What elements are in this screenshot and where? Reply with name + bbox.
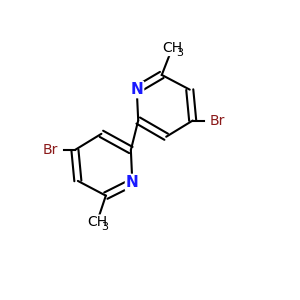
Text: Br: Br [42, 143, 58, 157]
Text: CH: CH [162, 41, 182, 56]
Text: 3: 3 [176, 48, 184, 58]
Text: N: N [130, 82, 143, 97]
Text: CH: CH [87, 215, 107, 229]
Text: 3: 3 [101, 222, 109, 232]
Text: Br: Br [210, 114, 225, 128]
Text: N: N [126, 175, 139, 190]
